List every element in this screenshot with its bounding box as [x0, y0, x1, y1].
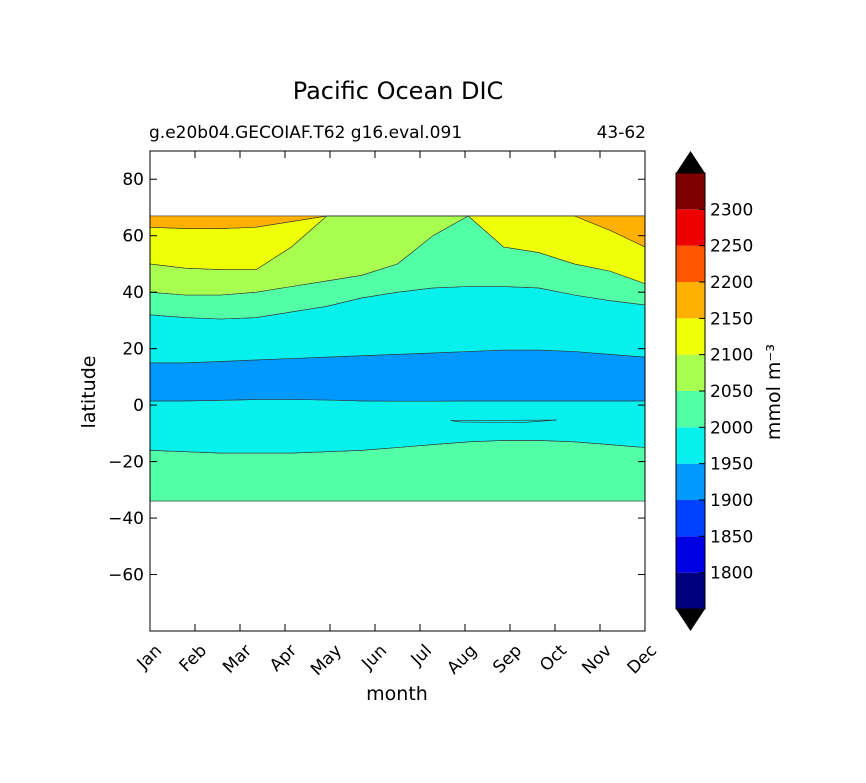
y-tick-label: 20	[122, 340, 144, 360]
colorbar-segment	[676, 391, 705, 428]
colorbar-tick-label: 2300	[710, 200, 753, 220]
colorbar-segment	[676, 209, 705, 246]
y-tick-label: −20	[108, 453, 144, 473]
colorbar-segment	[676, 173, 705, 210]
x-tick-label: Oct	[536, 641, 571, 676]
y-tick-label: 0	[133, 396, 144, 416]
x-tick-label: Mar	[219, 641, 256, 678]
x-axis-label: month	[366, 683, 428, 705]
colorbar-extend-high	[676, 151, 705, 173]
chart-subtitle-left: g.e20b04.GECOIAF.T62 g16.eval.091	[149, 123, 462, 143]
y-tick-label: 40	[122, 283, 144, 303]
contour-bands	[150, 215, 645, 502]
colorbar-segment	[676, 427, 705, 464]
colorbar-segment	[676, 500, 705, 537]
contour-small-loop	[450, 419, 557, 423]
x-tick-label: Apr	[266, 641, 301, 676]
colorbar-extend-low	[676, 609, 705, 631]
chart-title: Pacific Ocean DIC	[293, 77, 504, 105]
colorbar-tick-label: 1950	[710, 455, 753, 475]
x-tick-label: Sep	[489, 641, 526, 678]
colorbar-tick-label: 2050	[710, 382, 753, 402]
colorbar-tick-label: 1850	[710, 527, 753, 547]
colorbar-tick-label: 2100	[710, 346, 753, 366]
x-tick-label: Jan	[133, 641, 166, 674]
plot-area	[149, 150, 646, 632]
colorbar-tick-label: 2200	[710, 273, 753, 293]
colorbar-tick-label: 1900	[710, 491, 753, 511]
y-axis-label: latitude	[78, 356, 100, 429]
colorbar-segment	[676, 318, 705, 355]
x-tick-label: Jun	[357, 641, 391, 675]
colorbar-segment	[676, 572, 705, 609]
y-tick-label: 60	[122, 227, 144, 247]
x-tick-label: Feb	[176, 641, 211, 676]
y-axis-ticks: 80 60 40 20 0 −20 −40 −60	[108, 170, 645, 586]
colorbar-ticks: 1800 1850 1900 1950 2000 2050 2100 2150 2200 2250…	[699, 200, 753, 584]
y-tick-label: 80	[122, 170, 144, 190]
colorbar-tick-label: 2150	[710, 309, 753, 329]
colorbar-segment	[676, 463, 705, 500]
colorbar-tick-label: 2000	[710, 418, 753, 438]
x-tick-label: Dec	[624, 641, 661, 678]
colorbar-segment	[676, 354, 705, 391]
y-tick-label: −60	[108, 566, 144, 586]
x-tick-label: Nov	[578, 641, 616, 679]
plot-frame	[149, 150, 646, 632]
colorbar	[675, 151, 706, 631]
x-tick-label: May	[307, 641, 346, 680]
x-tick-label: Aug	[443, 641, 481, 679]
y-tick-label: −40	[108, 509, 144, 529]
colorbar-tick-label: 2250	[710, 237, 753, 257]
colorbar-label: mmol m⁻³	[763, 344, 785, 440]
band-2150-north	[150, 215, 645, 248]
colorbar-segment	[676, 536, 705, 573]
chart-subtitle-right: 43-62	[597, 123, 646, 143]
colorbar-segment	[676, 245, 705, 282]
colorbar-segment	[676, 282, 705, 319]
x-tick-label: Jul	[407, 641, 436, 670]
colorbar-tick-label: 1800	[710, 564, 753, 584]
